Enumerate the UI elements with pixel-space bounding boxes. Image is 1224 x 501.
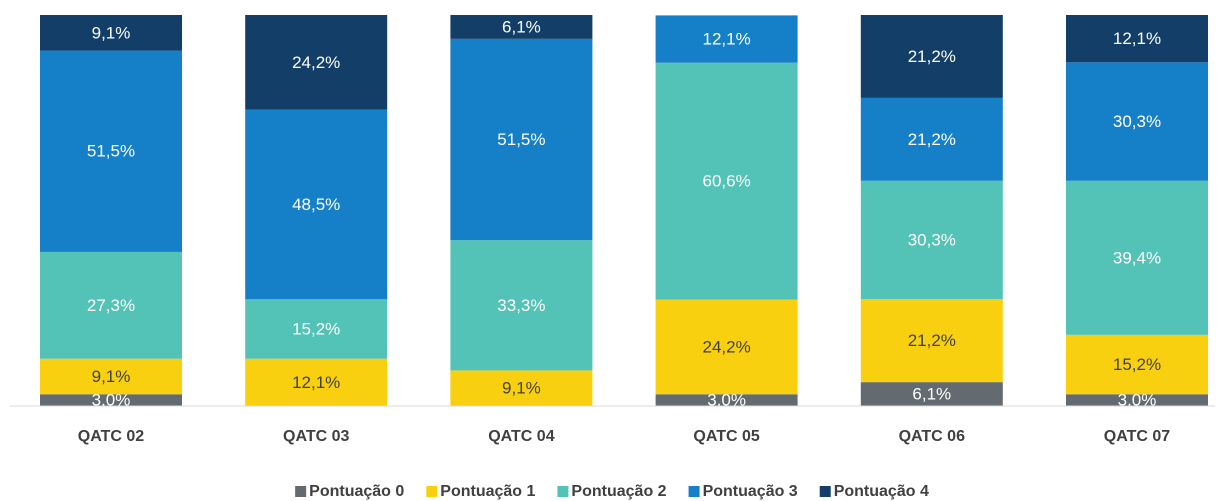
bar-segment bbox=[860, 15, 1003, 98]
data-label: 9,1% bbox=[502, 379, 541, 398]
bar-segment bbox=[860, 382, 1003, 406]
bar-segment bbox=[1066, 62, 1208, 181]
x-tick-label: QATC 05 bbox=[693, 428, 759, 445]
legend-swatch bbox=[295, 486, 307, 497]
bar-segment bbox=[1066, 180, 1208, 335]
data-label: 30,3% bbox=[1113, 112, 1161, 131]
legend-label: Pontuação 0 bbox=[309, 483, 404, 500]
bar-segment bbox=[655, 62, 798, 300]
bar-segment bbox=[245, 15, 388, 110]
data-label: 12,1% bbox=[292, 373, 340, 392]
legend-label: Pontuação 2 bbox=[571, 483, 666, 500]
legend-label: Pontuação 1 bbox=[440, 483, 535, 500]
bar-segment bbox=[450, 38, 593, 241]
bar-segment bbox=[450, 240, 593, 371]
legend: Pontuação 0 Pontuação 1 Pontuação 2 Pontuaç… bbox=[295, 483, 929, 500]
legend-label: Pontuação 3 bbox=[703, 483, 798, 500]
bar-segment bbox=[40, 394, 182, 406]
bar-segment bbox=[40, 15, 182, 51]
data-label: 3,0% bbox=[707, 391, 746, 410]
bar-segment bbox=[1066, 394, 1208, 406]
x-tick-label: QATC 03 bbox=[283, 428, 349, 445]
bar-segment bbox=[655, 15, 798, 63]
data-label: 24,2% bbox=[292, 53, 340, 72]
data-label: 6,1% bbox=[502, 17, 541, 36]
data-label: 21,2% bbox=[908, 130, 956, 149]
data-label: 9,1% bbox=[92, 367, 131, 386]
bar-segment bbox=[245, 299, 388, 359]
data-label: 3,0% bbox=[92, 391, 131, 410]
bar-segment bbox=[450, 15, 593, 39]
data-label: 27,3% bbox=[87, 296, 135, 315]
x-tick-label: QATC 04 bbox=[488, 428, 554, 445]
data-label: 30,3% bbox=[908, 231, 956, 250]
bar-segment bbox=[1066, 334, 1208, 395]
data-label: 3,0% bbox=[1118, 391, 1157, 410]
bar-segment bbox=[245, 109, 388, 300]
legend-swatch bbox=[688, 486, 700, 497]
bar-segment bbox=[450, 370, 593, 406]
data-label: 24,2% bbox=[702, 337, 750, 356]
data-label: 15,2% bbox=[292, 319, 340, 338]
data-label: 12,1% bbox=[702, 30, 750, 49]
bar-segment bbox=[655, 299, 798, 395]
bar-segment bbox=[860, 180, 1003, 300]
data-label: 33,3% bbox=[497, 296, 545, 315]
data-label: 51,5% bbox=[87, 142, 135, 161]
data-label: 12,1% bbox=[1113, 29, 1161, 48]
data-label: 21,2% bbox=[908, 331, 956, 350]
bar-segment bbox=[40, 251, 182, 359]
x-tick-label: QATC 06 bbox=[899, 428, 965, 445]
bar-segment bbox=[40, 50, 182, 252]
bar-segment bbox=[40, 358, 182, 395]
bar-segment bbox=[245, 358, 388, 406]
data-label: 39,4% bbox=[1113, 248, 1161, 267]
legend-label: Pontuação 4 bbox=[834, 483, 929, 500]
bar-segment bbox=[1066, 15, 1208, 63]
bar-segment bbox=[860, 97, 1003, 181]
data-label: 21,2% bbox=[908, 47, 956, 66]
legend-swatch bbox=[557, 486, 569, 497]
data-label: 6,1% bbox=[912, 385, 951, 404]
bar-segment bbox=[655, 394, 798, 406]
bar-segment bbox=[860, 299, 1003, 383]
legend-swatch bbox=[426, 486, 438, 497]
x-tick-label: QATC 02 bbox=[78, 428, 144, 445]
legend-swatch bbox=[819, 486, 831, 497]
data-label: 60,6% bbox=[702, 172, 750, 191]
data-label: 15,2% bbox=[1113, 355, 1161, 374]
data-label: 51,5% bbox=[497, 130, 545, 149]
data-label: 9,1% bbox=[92, 23, 131, 42]
data-label: 48,5% bbox=[292, 195, 340, 214]
x-tick-label: QATC 07 bbox=[1104, 428, 1170, 445]
